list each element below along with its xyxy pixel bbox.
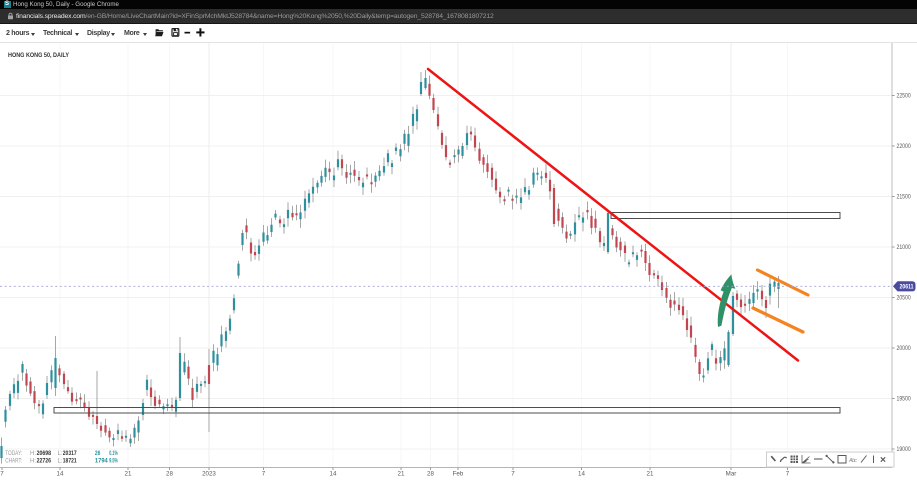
svg-text:22500: 22500 bbox=[897, 93, 912, 100]
svg-text:21500: 21500 bbox=[897, 194, 912, 201]
svg-text:20000: 20000 bbox=[897, 345, 912, 352]
svg-text:21: 21 bbox=[398, 471, 405, 478]
svg-text:9.5%: 9.5% bbox=[109, 459, 118, 465]
svg-text:7: 7 bbox=[262, 471, 266, 478]
svg-text:22726: 22726 bbox=[37, 459, 52, 465]
svg-text:20698: 20698 bbox=[37, 451, 52, 457]
svg-text:L:: L: bbox=[58, 451, 63, 457]
svg-text:14: 14 bbox=[330, 471, 337, 478]
svg-text:28: 28 bbox=[427, 471, 434, 478]
svg-text:7: 7 bbox=[786, 471, 790, 478]
svg-text:7: 7 bbox=[511, 471, 515, 478]
svg-text:20317: 20317 bbox=[63, 451, 77, 457]
svg-text:7: 7 bbox=[0, 471, 4, 478]
svg-text:TODAY:: TODAY: bbox=[5, 451, 22, 457]
svg-text:21000: 21000 bbox=[897, 244, 912, 251]
svg-text:21: 21 bbox=[125, 471, 132, 478]
svg-text:22000: 22000 bbox=[897, 143, 912, 150]
svg-text:1794: 1794 bbox=[95, 459, 109, 465]
svg-text:HONG KONG 50, DAILY: HONG KONG 50, DAILY bbox=[8, 52, 70, 59]
svg-text:20611: 20611 bbox=[900, 285, 915, 291]
svg-text:28: 28 bbox=[166, 471, 173, 478]
svg-text:14: 14 bbox=[57, 471, 64, 478]
svg-text:Mar: Mar bbox=[726, 471, 737, 478]
svg-text:21: 21 bbox=[647, 471, 654, 478]
svg-text:CHART:: CHART: bbox=[5, 459, 22, 465]
svg-text:26: 26 bbox=[95, 451, 101, 457]
svg-text:H:: H: bbox=[30, 459, 36, 465]
svg-text:Abc: Abc bbox=[848, 458, 857, 464]
svg-text:18721: 18721 bbox=[63, 459, 77, 465]
svg-text:Feb: Feb bbox=[453, 471, 464, 478]
svg-text:19000: 19000 bbox=[897, 446, 912, 453]
svg-text:0.1%: 0.1% bbox=[109, 451, 118, 457]
svg-text:H:: H: bbox=[30, 451, 36, 457]
svg-text:14: 14 bbox=[578, 471, 585, 478]
svg-text:L:: L: bbox=[58, 459, 63, 465]
svg-text:20500: 20500 bbox=[897, 295, 912, 302]
svg-text:2023: 2023 bbox=[202, 471, 216, 478]
svg-text:19500: 19500 bbox=[897, 396, 912, 403]
